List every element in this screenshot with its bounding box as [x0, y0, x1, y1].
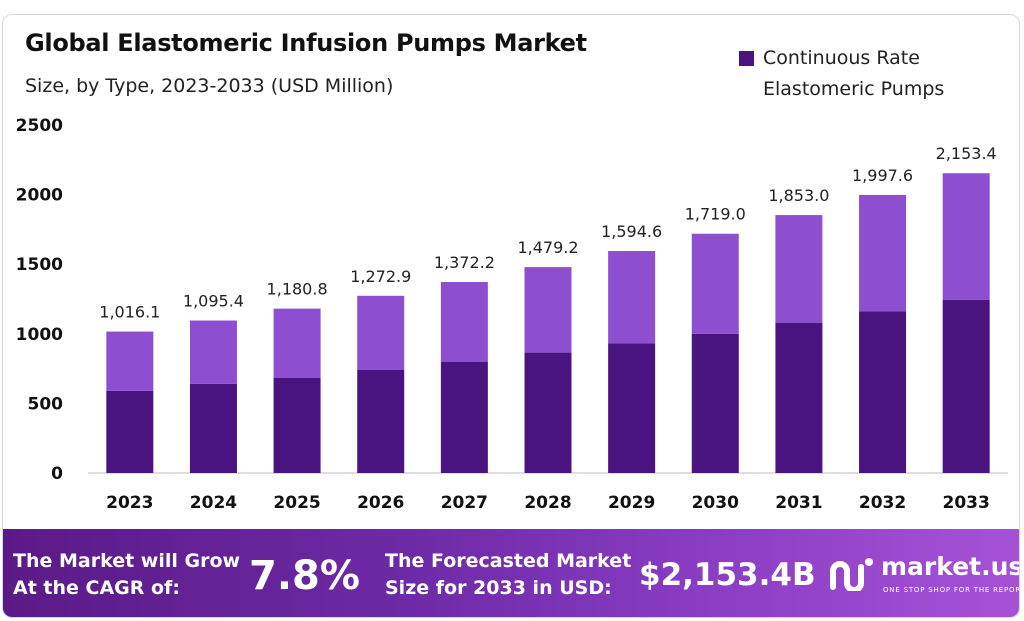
x-tick-label-2028: 2028: [524, 493, 571, 513]
bar-segment-other-2028: [524, 267, 572, 353]
chart-title: Global Elastomeric Infusion Pumps Market: [25, 29, 587, 57]
bar-segment-other-2032: [859, 194, 907, 312]
chart-card: Global Elastomeric Infusion Pumps Market…: [2, 14, 1020, 618]
legend-swatch: [739, 51, 754, 66]
y-tick-label: 2500: [16, 116, 63, 136]
data-label-2030: 1,719.0: [685, 205, 746, 224]
bar-segment-other-2025: [273, 308, 321, 378]
chart-subtitle: Size, by Type, 2023-2033 (USD Million): [25, 75, 394, 97]
bar-segment-other-2026: [357, 295, 405, 370]
bar-segment-continuous-rate-2027: [440, 361, 488, 473]
bar-segment-other-2029: [608, 251, 656, 344]
x-tick-label-2026: 2026: [357, 493, 404, 513]
market-us-logo-icon[interactable]: [829, 557, 875, 591]
data-label-2025: 1,180.8: [267, 280, 328, 299]
bar-segment-continuous-rate-2028: [524, 352, 572, 473]
bar-segment-continuous-rate-2032: [859, 311, 907, 473]
bar-segment-other-2023: [106, 331, 154, 391]
data-label-2029: 1,594.6: [601, 222, 662, 241]
y-tick-label: 1000: [16, 325, 63, 345]
y-tick-label: 500: [28, 394, 64, 414]
bar-segment-continuous-rate-2024: [189, 383, 237, 473]
cagr-label-line1: The Market will Grow: [13, 550, 241, 572]
bar-segment-other-2033: [942, 173, 990, 300]
forecast-label-line2: Size for 2033 in USD:: [385, 577, 612, 599]
bar-segment-other-2024: [189, 320, 237, 384]
bar-segment-continuous-rate-2023: [106, 390, 154, 473]
data-label-2024: 1,095.4: [183, 292, 244, 311]
brand-tagline: ONE STOP SHOP FOR THE REPORTS: [883, 586, 1020, 594]
x-tick-label-2029: 2029: [608, 493, 655, 513]
bar-segment-continuous-rate-2033: [942, 299, 990, 473]
bar-segment-other-2027: [440, 281, 488, 362]
bar-segment-continuous-rate-2029: [608, 343, 656, 473]
data-label-2031: 1,853.0: [768, 186, 829, 205]
x-tick-label-2025: 2025: [273, 493, 320, 513]
data-label-2028: 1,479.2: [517, 238, 578, 257]
data-label-2027: 1,372.2: [434, 253, 495, 272]
data-label-2023: 1,016.1: [99, 303, 160, 322]
x-tick-label-2024: 2024: [190, 493, 237, 513]
brand-name[interactable]: market.us: [881, 552, 1020, 581]
x-tick-label-2031: 2031: [775, 493, 822, 513]
cagr-label-line2: At the CAGR of:: [13, 577, 180, 599]
y-tick-label: 1500: [16, 255, 63, 275]
y-tick-label: 0: [51, 464, 63, 484]
data-label-2033: 2,153.4: [936, 144, 997, 163]
bar-chart: 0 500 1000 1500 2000 2500 1,016.1 2023 1,095.4 20…: [16, 116, 1008, 513]
y-tick-label: 2000: [16, 186, 63, 206]
x-tick-label-2033: 2033: [943, 493, 990, 513]
bar-segment-continuous-rate-2025: [273, 377, 321, 473]
x-tick-label-2027: 2027: [441, 493, 488, 513]
bar-segment-other-2030: [691, 233, 739, 334]
x-tick-label-2032: 2032: [859, 493, 906, 513]
data-label-2032: 1,997.6: [852, 166, 913, 185]
forecast-value: $2,153.4B: [639, 557, 816, 593]
bar-segment-continuous-rate-2030: [691, 333, 739, 473]
bar-segment-continuous-rate-2031: [775, 322, 823, 473]
legend-label: Continuous Rate Elastomeric Pumps: [763, 47, 945, 100]
bar-segment-other-2031: [775, 215, 823, 323]
data-label-2026: 1,272.9: [350, 267, 411, 286]
x-tick-label-2023: 2023: [106, 493, 153, 513]
bar-segment-continuous-rate-2026: [357, 369, 405, 473]
x-tick-label-2030: 2030: [692, 493, 739, 513]
cagr-value: 7.8%: [249, 553, 360, 599]
forecast-label-line1: The Forecasted Market: [385, 550, 632, 572]
footer-banner: The Market will Grow At the CAGR of: 7.8…: [3, 529, 1020, 617]
